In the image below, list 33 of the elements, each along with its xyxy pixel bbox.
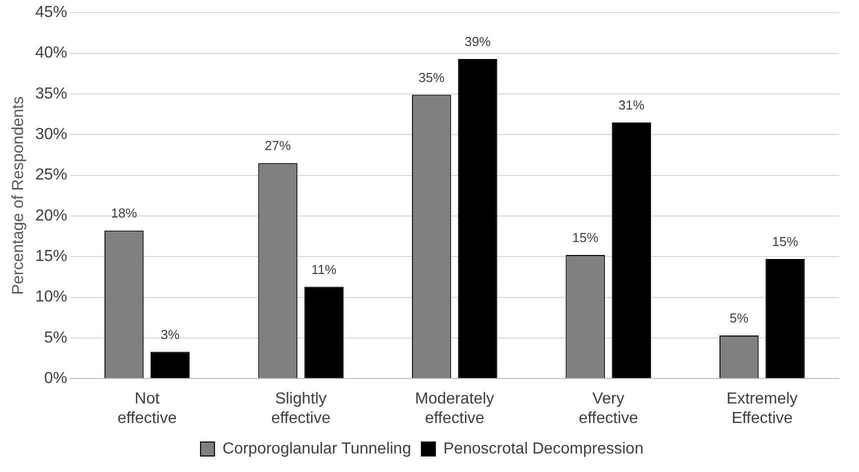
data-label: 15% [772,234,799,250]
y-tick-label: 5% [44,329,68,346]
bar [766,259,805,378]
bar [612,122,652,378]
bar [458,58,498,378]
data-label: 15% [572,230,599,246]
data-label: 5% [730,310,749,326]
x-tick-label: Moderately effective [415,390,494,427]
y-tick-label: 15% [35,248,68,266]
data-label: 31% [618,97,645,112]
x-tick-label: Extremely Effective [726,390,798,427]
x-tick-label: Slightly effective [271,390,331,427]
y-tick-label: 0% [44,370,68,388]
data-label: 35% [418,70,445,85]
y-tick-label: 20% [35,207,68,224]
y-tick-label: 30% [35,126,68,144]
y-axis-title: Percentage of Respondents [10,96,28,295]
legend-label: Corporoglanular Tunneling [222,440,412,458]
y-tick-label: 35% [35,85,68,102]
bar [150,352,190,378]
y-tick-label: 25% [35,166,68,184]
data-label: 11% [311,262,337,277]
y-tick-label: 45% [35,4,68,22]
legend-label: Penoscrotal Decompression [443,440,644,458]
x-tick-label: Very effective [578,390,638,427]
data-label: 27% [264,138,292,154]
data-label: 18% [111,206,138,221]
bar [304,286,344,378]
data-label: 3% [160,326,180,342]
y-tick-label: 10% [35,288,68,306]
data-label: 39% [464,34,492,50]
x-tick-label: Not effective [117,390,177,427]
y-tick-label: 40% [35,44,68,62]
